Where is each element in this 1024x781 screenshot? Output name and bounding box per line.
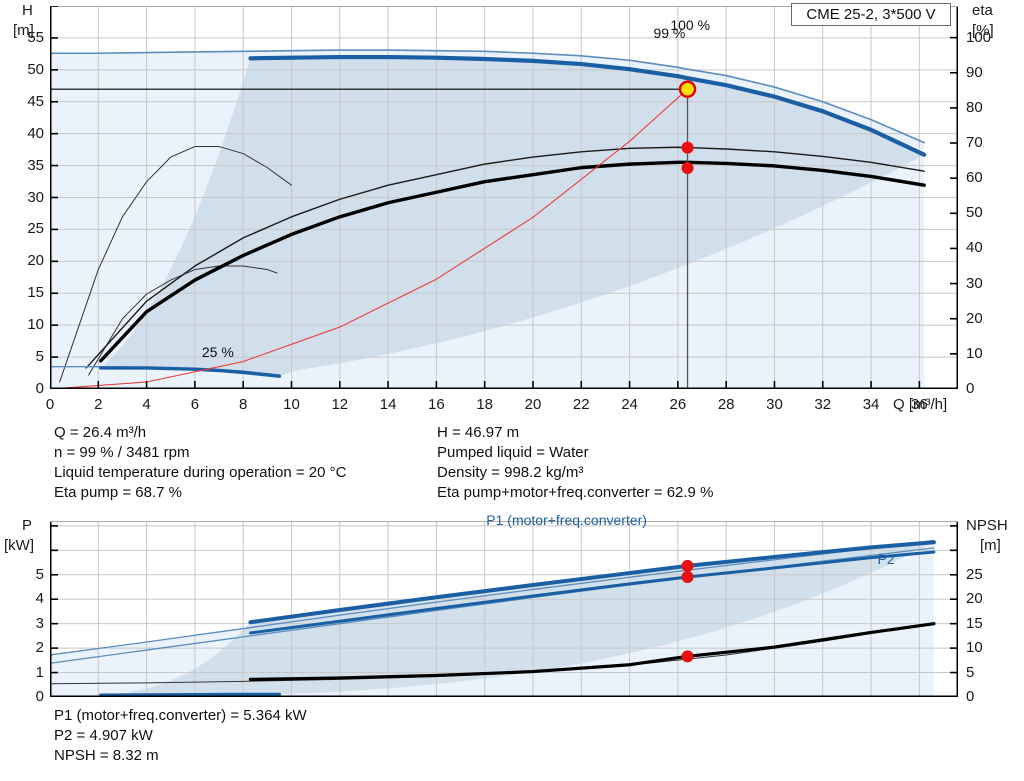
- power-series-label: P2: [877, 551, 895, 568]
- top-x-tick: 4: [142, 396, 151, 413]
- top-x-tick: 18: [476, 396, 494, 413]
- top-y-left-tick: 35: [27, 156, 44, 174]
- bot-y-right-tick: 10: [966, 639, 983, 657]
- top-x-tick: 6: [190, 396, 200, 413]
- readout-right-line: Pumped liquid = Water: [437, 444, 589, 461]
- bot-y-left-label-2: [kW]: [4, 537, 34, 554]
- top-y-right-tick: 50: [966, 204, 983, 222]
- readout-right-line: H = 46.97 m: [437, 424, 520, 441]
- top-y-left-tick: 40: [27, 124, 44, 142]
- bot-y-right-tick: 15: [966, 614, 983, 632]
- readout-left-line: Liquid temperature during operation = 20…: [54, 464, 347, 481]
- readout-right-line: Density = 998.2 kg/m³: [437, 464, 584, 481]
- top-y-right-tick: 0: [966, 380, 975, 397]
- top-x-tick: 24: [621, 396, 638, 413]
- top-y-left-label-1: H: [22, 2, 33, 19]
- top-x-tick: 30: [766, 396, 783, 413]
- top-y-right-tick: 40: [966, 239, 983, 257]
- head-efficiency-plot: [50, 6, 958, 389]
- bot-y-right-label-2: [m]: [980, 537, 1001, 554]
- top-y-left-tick: 30: [27, 188, 44, 206]
- top-x-tick: 20: [524, 396, 542, 413]
- top-y-left-label-2: [m]: [13, 22, 34, 39]
- top-x-tick: 22: [572, 396, 590, 413]
- bot-y-left-tick: 3: [35, 614, 44, 632]
- power-readout-line: P2 = 4.907 kW: [54, 727, 153, 744]
- top-y-left-tick: 50: [27, 60, 44, 78]
- top-x-tick: 26: [669, 396, 687, 413]
- top-x-tick: 0: [45, 396, 55, 413]
- bot-y-right-tick: 5: [966, 663, 975, 681]
- top-x-tick: 36: [911, 396, 928, 413]
- bot-y-left-tick: 5: [35, 565, 44, 583]
- top-y-left-tick: 0: [35, 380, 44, 397]
- top-y-right-tick: 10: [966, 344, 983, 362]
- readout-right-line: Eta pump+motor+freq.converter = 62.9 %: [437, 484, 714, 501]
- bot-y-right-tick: 0: [966, 688, 975, 705]
- top-y-left-tick: 55: [27, 28, 44, 46]
- top-x-tick: 34: [862, 396, 880, 413]
- curve-annotation: 99 %: [653, 25, 686, 42]
- power-readout-line: P1 (motor+freq.converter) = 5.364 kW: [54, 707, 307, 724]
- top-y-right-tick: 100: [966, 28, 992, 46]
- curve-annotation: 100 %: [670, 17, 711, 34]
- power-series-label: P1 (motor+freq.converter): [486, 512, 647, 528]
- top-y-right-tick: 60: [966, 169, 983, 187]
- bot-y-left-tick: 2: [35, 639, 44, 657]
- readout-left-line: Q = 26.4 m³/h: [54, 424, 147, 441]
- top-y-right-tick: 80: [966, 98, 983, 116]
- readout-left-line: Eta pump = 68.7 %: [54, 484, 182, 501]
- top-x-tick: 8: [239, 396, 248, 413]
- top-y-right-label-2: [%]: [972, 22, 994, 39]
- top-x-tick: 32: [814, 396, 832, 413]
- bot-y-right-tick: 25: [966, 565, 983, 583]
- bot-y-left-tick: 1: [35, 663, 44, 681]
- top-x-tick: 2: [94, 396, 103, 413]
- top-y-right-tick: 90: [966, 63, 983, 81]
- power-readout-line: NPSH = 8.32 m: [54, 747, 159, 764]
- top-x-tick: 14: [379, 396, 397, 413]
- top-y-right-tick: 20: [966, 309, 983, 327]
- power-npsh-svg: [50, 521, 958, 697]
- top-y-left-tick: 10: [27, 316, 44, 334]
- top-y-left-tick: 15: [27, 284, 44, 302]
- top-y-left-tick: 25: [27, 220, 44, 238]
- top-y-left-tick: 20: [27, 252, 44, 270]
- top-y-right-tick: 70: [966, 134, 983, 152]
- top-y-left-tick: 45: [27, 92, 44, 110]
- bot-y-right-tick: 20: [966, 590, 983, 608]
- bot-y-left-tick: 0: [35, 688, 44, 705]
- top-x-axis-label: Q [m³/h]: [893, 396, 948, 413]
- head-efficiency-svg: [50, 6, 958, 389]
- top-y-right-tick: 30: [966, 274, 983, 292]
- top-x-tick: 10: [283, 396, 300, 413]
- pump-model-title: CME 25-2, 3*500 V: [791, 3, 951, 26]
- bot-y-left-label-1: P: [22, 517, 33, 534]
- bot-y-right-label-1: NPSH: [966, 517, 1008, 534]
- readout-left-line: n = 99 % / 3481 rpm: [54, 444, 190, 461]
- top-y-left-tick: 5: [35, 348, 44, 366]
- top-y-right-label-1: eta: [972, 2, 993, 19]
- top-x-tick: 28: [717, 396, 735, 413]
- power-npsh-plot: [50, 521, 958, 697]
- curve-annotation: 25 %: [201, 344, 234, 361]
- top-x-tick: 16: [428, 396, 445, 413]
- top-x-tick: 12: [331, 396, 349, 413]
- bot-y-left-tick: 4: [35, 590, 44, 608]
